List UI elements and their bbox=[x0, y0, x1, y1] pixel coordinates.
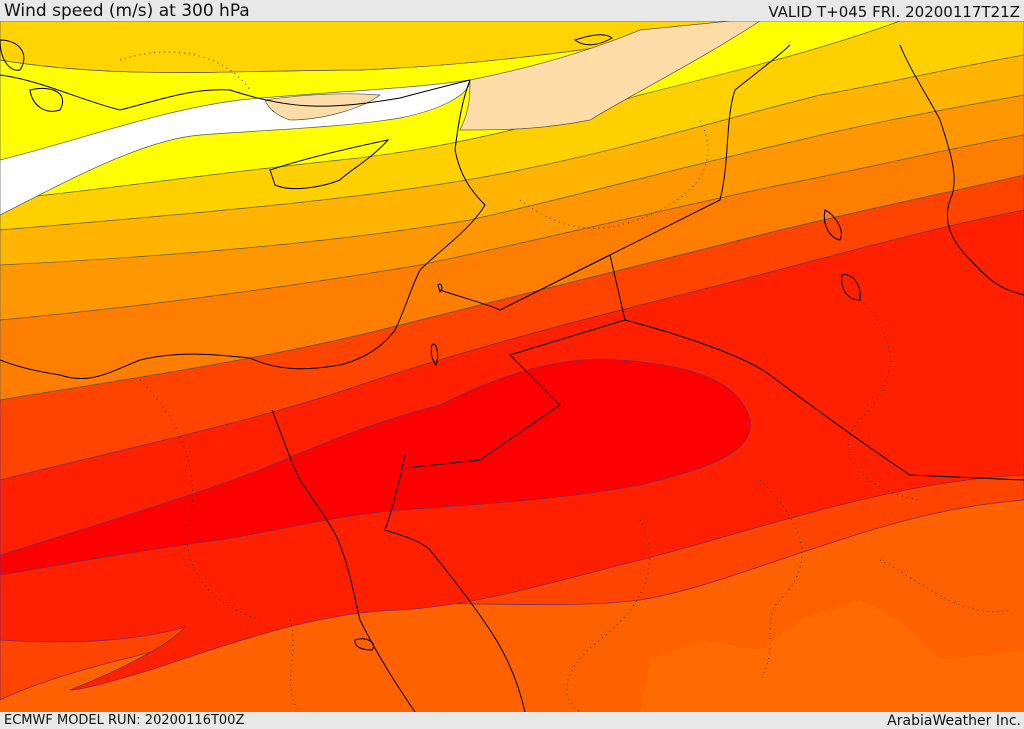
boundaries bbox=[0, 34, 1024, 712]
land-tint bbox=[459, 21, 761, 131]
island-1 bbox=[823, 209, 842, 241]
island-2 bbox=[841, 274, 861, 301]
map-title: Wind speed (m/s) at 300 hPa bbox=[4, 1, 250, 21]
model-run-label: ECMWF MODEL RUN: 20200116T00Z bbox=[4, 713, 245, 728]
dotted-contours bbox=[119, 51, 1011, 712]
wind-speed-map[interactable] bbox=[0, 21, 1024, 712]
dead-sea bbox=[430, 343, 439, 366]
saudi-border bbox=[624, 319, 1024, 481]
band-calm bbox=[0, 79, 471, 216]
lake-tiberias bbox=[437, 283, 443, 293]
small-island bbox=[573, 34, 613, 46]
gulf-aqaba bbox=[384, 454, 526, 712]
iraq-border bbox=[499, 44, 791, 311]
footer-bar: ECMWF MODEL RUN: 20200116T00Z ArabiaWeat… bbox=[0, 712, 1024, 729]
gulf-suez bbox=[271, 409, 416, 712]
band-se-orange bbox=[640, 600, 1024, 712]
cyprus-outline bbox=[269, 139, 390, 190]
red-sea-island bbox=[354, 638, 374, 651]
levant-coast bbox=[339, 79, 486, 366]
map-canvas bbox=[0, 21, 1024, 712]
iran-border bbox=[899, 44, 1024, 296]
header-bar: Wind speed (m/s) at 300 hPa VALID T+045 … bbox=[0, 0, 1024, 21]
crete bbox=[29, 87, 63, 112]
turkey-coast bbox=[0, 74, 471, 111]
land-tint-west bbox=[264, 93, 381, 121]
egypt-coast bbox=[0, 353, 341, 379]
aegean-islands bbox=[0, 39, 25, 71]
band-jet-core bbox=[0, 358, 751, 576]
credit-label: ArabiaWeather Inc. bbox=[887, 713, 1021, 729]
valid-time-label: VALID T+045 FRI. 20200117T21Z bbox=[768, 3, 1020, 21]
